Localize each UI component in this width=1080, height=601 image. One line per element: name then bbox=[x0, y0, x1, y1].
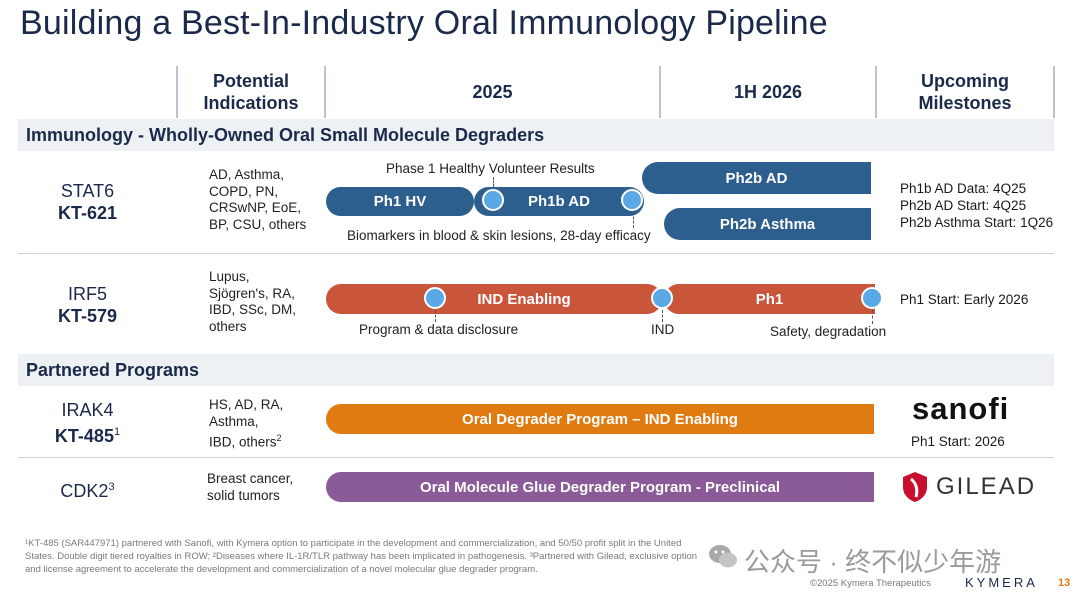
bar-ph2b-ad: Ph2b AD bbox=[642, 162, 871, 194]
compound-name: KT-4851 bbox=[30, 421, 145, 447]
bar-oral-degrader-program: Oral Degrader Program – IND Enabling bbox=[326, 404, 874, 434]
note-connector bbox=[435, 310, 436, 322]
bar-ph2b-asthma: Ph2b Asthma bbox=[664, 208, 871, 240]
indication-line: BP, CSU, others bbox=[209, 216, 307, 232]
header-divider bbox=[875, 66, 877, 118]
indication-line: AD, Asthma, bbox=[209, 167, 285, 182]
section-partnered: Partnered Programs bbox=[18, 354, 1054, 386]
bar-label: IND Enabling bbox=[477, 290, 571, 308]
target-name: IRAK4 bbox=[61, 400, 114, 420]
footnote-marker: 2 bbox=[276, 433, 282, 443]
milestone-text: Ph1b AD Data: 4Q25 bbox=[900, 181, 1027, 196]
footnote-marker: 1 bbox=[113, 426, 121, 438]
target-name: STAT6 bbox=[60, 181, 115, 201]
copyright: ©2025 Kymera Therapeutics bbox=[810, 578, 931, 589]
milestone-irak4: Ph1 Start: 2026 bbox=[911, 434, 1005, 449]
compound-label: KT-485 bbox=[54, 426, 114, 446]
footnote-line: and license agreement to accelerate the … bbox=[25, 564, 538, 575]
indication-line: Breast cancer, bbox=[207, 471, 294, 486]
footnote-line: States. Double digit tiered royalties in… bbox=[25, 551, 698, 562]
milestones-stat6: Ph1b AD Data: 4Q25 Ph2b AD Start: 4Q25 P… bbox=[900, 180, 1053, 231]
indication-line: Sjögren's, RA, bbox=[209, 285, 295, 301]
note-connector bbox=[493, 177, 494, 187]
indications-irak4: HS, AD, RA, Asthma, IBD, others2 bbox=[209, 397, 283, 451]
target-irf5: IRF5 KT-579 bbox=[30, 283, 145, 327]
note-connector bbox=[872, 310, 873, 324]
indication-line: COPD, PN, bbox=[209, 183, 279, 199]
bar-molecular-glue-program: Oral Molecule Glue Degrader Program - Pr… bbox=[326, 472, 874, 502]
note-phase1-hv-results: Phase 1 Healthy Volunteer Results bbox=[386, 161, 595, 176]
note-connector bbox=[633, 212, 634, 228]
header-divider bbox=[1053, 66, 1055, 118]
milestone-text: Ph2b AD Start: 4Q25 bbox=[900, 198, 1027, 213]
indications-cdk2: Breast cancer, solid tumors bbox=[207, 471, 293, 504]
indication-line: HS, AD, RA, bbox=[209, 397, 284, 412]
indication-line: Asthma, bbox=[209, 413, 259, 429]
indication-line: others bbox=[209, 318, 247, 334]
header-milestones: Upcoming Milestones bbox=[918, 71, 1012, 113]
compound-name: KT-621 bbox=[57, 203, 118, 223]
note-biomarkers: Biomarkers in blood & skin lesions, 28-d… bbox=[347, 228, 651, 243]
row-divider bbox=[18, 253, 1054, 254]
bar-ph1: Ph1 bbox=[664, 284, 875, 314]
target-stat6: STAT6 KT-621 bbox=[30, 180, 145, 224]
milestone-dot bbox=[651, 287, 673, 309]
note-program-disclosure: Program & data disclosure bbox=[359, 322, 519, 337]
target-irak4: IRAK4 KT-4851 bbox=[30, 399, 145, 447]
indications-stat6: AD, Asthma, COPD, PN, CRSwNP, EoE, BP, C… bbox=[209, 167, 306, 233]
indication-text: IBD, others bbox=[209, 434, 277, 450]
indication-line: Lupus, bbox=[209, 269, 250, 284]
target-name: CDK2 bbox=[60, 481, 109, 501]
footnote-marker: 3 bbox=[108, 481, 115, 493]
milestone-text: Ph2b Asthma Start: 1Q26 bbox=[900, 215, 1054, 230]
indication-line: CRSwNP, EoE, bbox=[209, 200, 302, 215]
note-safety-degradation: Safety, degradation bbox=[770, 324, 887, 339]
gilead-logo: GILEAD bbox=[902, 471, 1036, 503]
indication-line: IBD, others2 bbox=[209, 430, 283, 451]
wechat-icon bbox=[708, 543, 738, 571]
sanofi-logo: sanofi bbox=[912, 391, 1010, 426]
milestone-dot bbox=[621, 189, 643, 211]
page-number: 13 bbox=[1058, 577, 1071, 589]
header-divider bbox=[659, 66, 661, 118]
watermark: 公众号 · 终不似少年游 bbox=[744, 547, 1002, 577]
indication-line: solid tumors bbox=[207, 487, 280, 503]
indication-line: IBD, SSc, DM, bbox=[209, 302, 297, 317]
note-connector bbox=[662, 310, 663, 322]
milestone-dot bbox=[424, 287, 446, 309]
page-title: Building a Best-In-Industry Oral Immunol… bbox=[20, 4, 828, 42]
target-cdk2: CDK23 bbox=[30, 476, 145, 502]
bar-ind-enabling: IND Enabling bbox=[326, 284, 662, 314]
milestone-dot bbox=[861, 287, 883, 309]
section-immunology: Immunology - Wholly-Owned Oral Small Mol… bbox=[18, 119, 1054, 151]
gilead-wordmark: GILEAD bbox=[936, 473, 1037, 500]
milestone-irf5: Ph1 Start: Early 2026 bbox=[900, 292, 1029, 307]
gilead-shield-icon bbox=[903, 472, 927, 502]
compound-name: KT-579 bbox=[57, 306, 118, 326]
milestone-dot bbox=[482, 189, 504, 211]
kymera-logo: KYMERA bbox=[965, 575, 1038, 590]
header-2025: 2025 bbox=[472, 82, 513, 102]
indications-irf5: Lupus, Sjögren's, RA, IBD, SSc, DM, othe… bbox=[209, 269, 296, 335]
target-name: IRF5 bbox=[67, 284, 107, 304]
footnote-line: ¹KT-485 (SAR447971) partnered with Sanof… bbox=[25, 538, 682, 549]
wechat-icon-svg bbox=[709, 545, 737, 568]
header-indications: Potential Indications bbox=[203, 71, 299, 113]
header-divider bbox=[324, 66, 326, 118]
bar-ph1-hv: Ph1 HV bbox=[326, 187, 474, 216]
note-ind: IND bbox=[651, 322, 675, 337]
header-1h2026: 1H 2026 bbox=[733, 82, 803, 102]
header-divider bbox=[176, 66, 178, 118]
row-divider bbox=[18, 457, 1054, 458]
footnotes: ¹KT-485 (SAR447971) partnered with Sanof… bbox=[25, 537, 785, 576]
